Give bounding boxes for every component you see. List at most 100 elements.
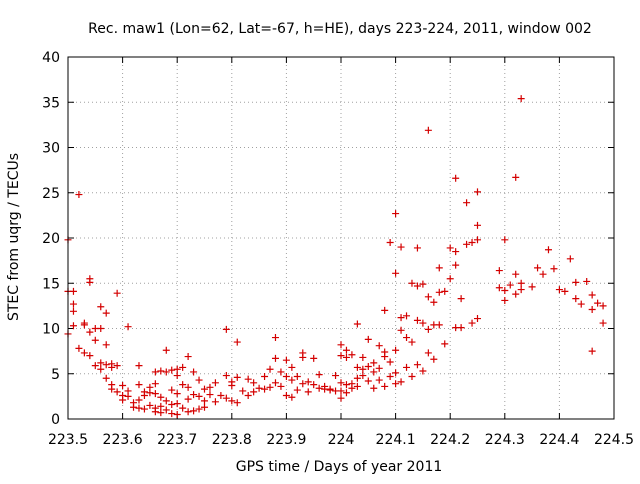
data-point-marker [397,326,405,334]
data-point-marker [463,199,471,207]
data-point-marker [299,380,307,388]
data-point-marker [501,236,509,244]
data-point-marker [97,325,105,332]
data-point-marker [173,372,181,380]
data-point-marker [474,221,481,229]
data-point-marker [151,408,159,416]
data-point-marker [315,384,323,392]
data-point-marker [342,389,350,397]
data-point-marker [413,316,421,324]
data-point-marker [146,389,154,397]
data-point-marker [168,410,176,418]
data-point-marker [211,398,219,406]
data-point-marker [168,401,176,409]
x-tick-label: 224 [328,432,355,448]
data-point-marker [261,372,269,380]
y-tick-label: 35 [42,95,60,111]
grid-lines [68,57,614,419]
data-point-marker [337,394,345,402]
data-point-marker [392,369,400,377]
data-point-marker [435,321,443,329]
data-point-marker [430,355,438,363]
data-point-marker [179,404,187,412]
data-point-marker [392,210,400,218]
data-point-marker [113,362,121,370]
x-tick-label: 223.7 [157,432,197,448]
data-point-marker [108,363,116,371]
data-point-marker [408,338,416,346]
data-point-marker [179,381,187,389]
data-point-marker [337,379,345,387]
data-point-marker [364,377,372,385]
plot-frame [67,56,615,420]
x-tick-label: 223.8 [212,432,252,448]
data-point-marker [403,363,411,371]
x-tick-label: 224.5 [594,432,634,448]
data-point-marker [413,361,421,369]
data-point-marker [512,270,520,278]
data-point-marker [173,365,181,373]
x-tick-label: 224.2 [430,432,470,448]
data-point-marker [168,366,176,374]
data-point-marker [135,381,143,389]
data-point-marker [102,361,110,369]
data-point-marker [233,338,241,346]
data-point-marker [135,396,143,404]
data-point-marker [162,346,170,354]
data-point-marker [80,321,88,329]
data-point-marker [517,95,525,103]
data-point-marker [555,286,563,294]
data-point-marker [190,368,198,376]
data-point-marker [228,382,236,390]
data-point-marker [370,368,378,376]
data-point-marker [457,324,465,332]
y-tick-label: 40 [42,50,60,66]
data-point-marker [157,409,165,417]
data-point-marker [413,282,421,290]
data-point-marker [342,353,350,361]
y-tick-label: 15 [42,276,60,292]
data-point-marker [304,378,312,386]
data-point-marker [419,367,427,375]
data-point-marker [124,323,132,331]
x-tick-label: 223.5 [48,432,88,448]
data-point-marker [271,379,279,387]
data-point-marker [452,174,460,182]
data-point-marker [397,314,405,322]
data-point-marker [304,388,312,396]
x-tick-label: 223.9 [266,432,306,448]
data-point-marker [342,381,350,389]
data-point-marker [512,290,520,298]
x-tick-label: 224.3 [485,432,525,448]
data-point-marker [91,362,99,370]
data-point-marker [577,300,585,308]
data-point-marker [184,353,192,361]
data-point-marker [75,344,83,352]
data-point-marker [397,243,405,251]
data-point-marker [419,280,427,288]
data-point-marker [572,278,580,286]
data-point-marker [408,372,416,380]
data-point-marker [599,302,607,310]
data-point-marker [375,342,383,350]
data-point-marker [441,340,449,348]
data-point-marker [206,383,214,391]
data-point-marker [146,401,154,409]
data-point-marker [446,244,454,252]
data-point-marker [375,364,383,372]
data-point-marker [381,353,389,361]
data-point-marker [452,248,460,256]
data-point-marker [534,264,542,272]
data-point-marker [102,374,110,382]
data-point-marker [222,394,230,402]
data-point-marker [266,383,274,391]
data-point-marker [97,365,105,373]
data-point-marker [135,362,143,370]
data-point-marker [403,312,411,320]
tick-labels: 223.5 223.6 223.7 223.8 223.9 224 224.1 224.2 22… [42,50,634,448]
data-point-marker [310,354,318,362]
data-point-marker [102,309,110,317]
data-point-marker [179,363,187,371]
data-point-marker [501,296,509,304]
data-point-marker [173,400,181,408]
